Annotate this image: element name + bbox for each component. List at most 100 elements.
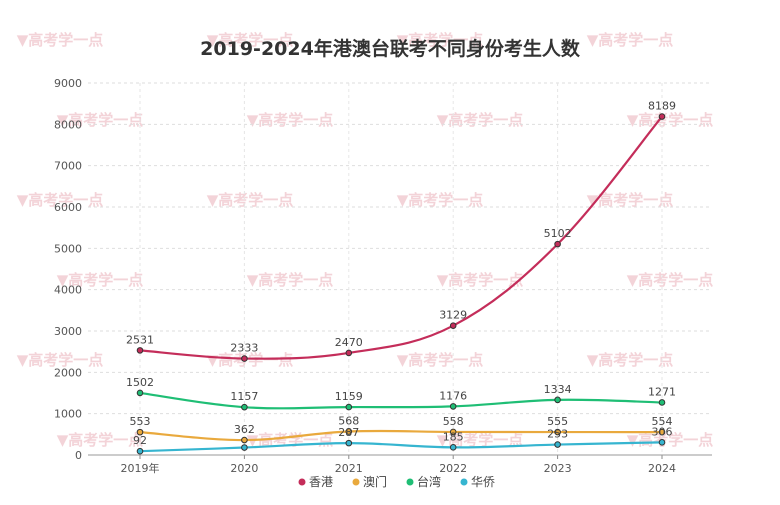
data-label: 1334 xyxy=(544,383,572,396)
x-tick-label: 2022 xyxy=(439,462,467,475)
watermark-text: ▼高考学一点 xyxy=(397,191,484,209)
y-tick-label: 9000 xyxy=(54,77,82,90)
data-point xyxy=(345,403,353,411)
y-tick-label: 0 xyxy=(75,449,82,462)
watermark-text: ▼高考学一点 xyxy=(17,191,104,209)
watermark-text: ▼高考学一点 xyxy=(627,271,714,289)
data-point xyxy=(241,444,248,451)
series-line xyxy=(139,391,663,410)
data-point xyxy=(658,428,666,436)
watermark-text: ▼高考学一点 xyxy=(627,111,714,129)
watermark-text: ▼高考学一点 xyxy=(207,351,294,369)
data-label: 2470 xyxy=(335,336,363,349)
data-label: 8189 xyxy=(648,100,676,113)
watermark-text: ▼高考学一点 xyxy=(437,431,524,449)
data-point xyxy=(449,444,457,451)
data-point xyxy=(554,441,561,448)
series-lines xyxy=(139,115,663,453)
legend-label: 台湾 xyxy=(417,474,441,489)
grid xyxy=(88,82,712,455)
data-point xyxy=(658,439,666,446)
watermark-text: ▼高考学一点 xyxy=(397,351,484,369)
data-labels: 2531 2333 2470 3129 5102 8189 553 362 568 558 555 5… xyxy=(126,100,676,448)
data-point xyxy=(449,322,457,329)
y-tick-label: 7000 xyxy=(54,160,82,173)
data-label: 5102 xyxy=(544,227,572,240)
data-label: 558 xyxy=(443,415,464,428)
legend-label: 华侨 xyxy=(471,475,495,489)
x-tick-label: 2021 xyxy=(335,462,363,475)
x-tick-label: 2020 xyxy=(230,462,258,475)
data-label: 2531 xyxy=(126,333,154,346)
series-line xyxy=(139,115,663,360)
data-label: 3129 xyxy=(439,309,467,322)
series-line xyxy=(139,441,663,453)
data-label: 185 xyxy=(443,430,464,443)
data-point xyxy=(241,403,248,411)
data-point xyxy=(136,428,144,436)
watermark-text: ▼高考学一点 xyxy=(57,111,144,129)
data-point xyxy=(658,399,666,406)
data-label: 553 xyxy=(130,415,151,428)
data-point xyxy=(449,403,457,410)
watermark-text: ▼高考学一点 xyxy=(587,351,674,369)
watermark-text: ▼高考学一点 xyxy=(207,191,294,209)
data-point xyxy=(241,436,248,444)
data-label: 1271 xyxy=(648,385,676,398)
data-label: 1502 xyxy=(126,376,154,389)
y-tick-label: 3000 xyxy=(54,325,82,338)
watermark-text: ▼高考学一点 xyxy=(57,271,144,289)
series-line xyxy=(139,429,663,442)
y-tick-label: 5000 xyxy=(54,242,82,255)
watermark-text: ▼高考学一点 xyxy=(17,31,104,49)
data-point xyxy=(136,389,144,397)
watermark-layer: ▼高考学一点 ▼高考学一点 ▼高考学一点 ▼高考学一点 ▼高考学一点 ▼高考学一点 ▼高考学… xyxy=(17,31,714,449)
watermark-text: ▼高考学一点 xyxy=(587,191,674,209)
axes: 0 1000 2000 3000 4000 5000 6000 7000 8000 9000 201… xyxy=(54,77,712,475)
legend: 香港 澳门 台湾 华侨 xyxy=(298,474,495,489)
data-point xyxy=(554,240,561,248)
y-tick-label: 8000 xyxy=(54,118,82,131)
watermark-text: ▼高考学一点 xyxy=(57,431,144,449)
y-tick-label: 6000 xyxy=(54,201,82,214)
legend-marker xyxy=(298,478,306,486)
watermark-text: ▼高考学一点 xyxy=(247,271,334,289)
watermark-text: ▼高考学一点 xyxy=(627,431,714,449)
watermark-text: ▼高考学一点 xyxy=(587,31,674,49)
series-points xyxy=(136,113,666,455)
legend-label: 香港 xyxy=(309,475,333,489)
legend-marker xyxy=(352,478,360,486)
x-tick-label: 2024 xyxy=(648,462,676,475)
legend-marker xyxy=(406,478,414,486)
y-tick-label: 1000 xyxy=(54,408,82,421)
data-point xyxy=(345,349,353,357)
data-label: 253 xyxy=(547,428,568,441)
data-point xyxy=(345,439,353,447)
data-point xyxy=(136,447,144,455)
data-point xyxy=(345,428,353,435)
data-label: 362 xyxy=(234,423,255,436)
data-label: 2333 xyxy=(230,342,258,355)
data-label: 554 xyxy=(652,415,673,428)
y-tick-label: 2000 xyxy=(54,366,82,379)
data-label: 92 xyxy=(133,434,147,447)
data-label: 1157 xyxy=(230,390,258,403)
data-point xyxy=(449,428,457,436)
data-point xyxy=(554,396,561,404)
data-label: 555 xyxy=(547,415,568,428)
data-point xyxy=(554,428,561,436)
y-tick-label: 4000 xyxy=(54,284,82,297)
watermark-text: ▼高考学一点 xyxy=(437,111,524,129)
data-label: 306 xyxy=(652,425,673,438)
x-tick-label: 2019年 xyxy=(121,461,160,475)
data-point xyxy=(136,347,144,354)
data-label: 568 xyxy=(338,415,359,428)
data-point xyxy=(241,355,248,362)
watermark-text: ▼高考学一点 xyxy=(247,111,334,129)
x-tick-label: 2023 xyxy=(544,462,572,475)
data-point xyxy=(658,113,666,120)
legend-label: 澳门 xyxy=(363,474,387,489)
data-label: 1176 xyxy=(439,389,467,402)
